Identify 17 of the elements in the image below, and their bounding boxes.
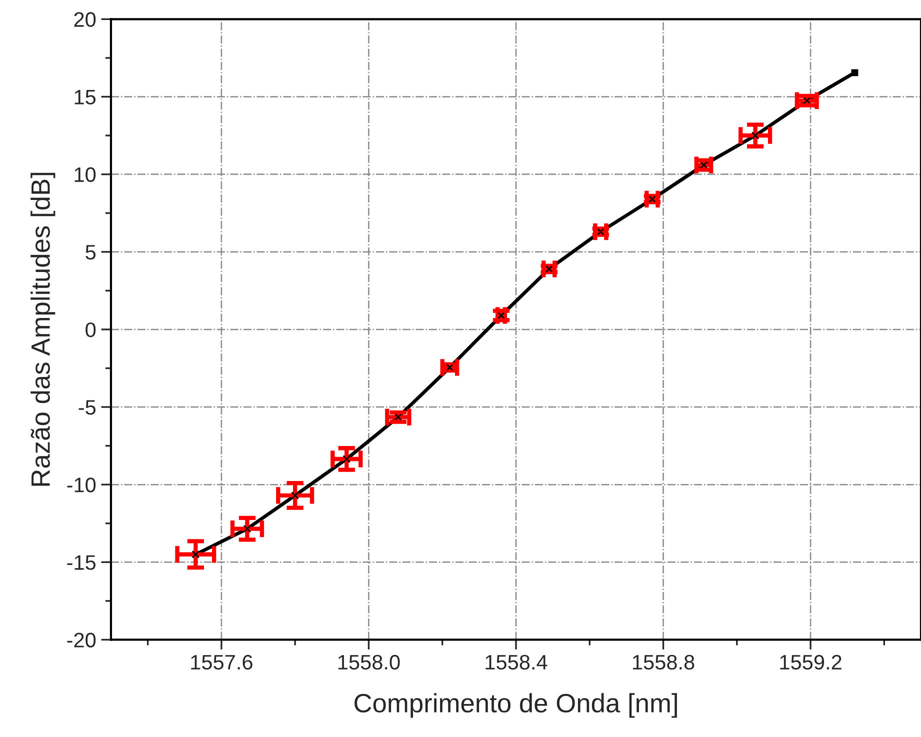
y-tick-label: 5 xyxy=(86,245,96,260)
y-tick-label: 15 xyxy=(74,90,96,104)
y-axis-title: Razão das Amplitudes [dB] xyxy=(30,172,56,486)
y-tick-label: 10 xyxy=(74,167,96,182)
x-tick-label: 1559.2 xyxy=(780,654,842,670)
x-tick-label: 1558.4 xyxy=(486,654,548,670)
x-tick-label: 1558.0 xyxy=(338,654,400,670)
x-tick-label: 1558.8 xyxy=(633,654,694,670)
y-tick-label: 0 xyxy=(86,322,96,338)
y-tick-label: -15 xyxy=(67,555,96,570)
x-axis-title: Comprimento de Onda [nm] xyxy=(354,693,677,718)
y-tick-label: 20 xyxy=(74,12,96,27)
point xyxy=(851,69,858,76)
y-tick-label: -20 xyxy=(67,632,96,648)
x-tick-label: 1557.6 xyxy=(191,654,252,670)
y-tick-label: -5 xyxy=(78,400,96,415)
y-tick-label: -10 xyxy=(67,478,96,492)
